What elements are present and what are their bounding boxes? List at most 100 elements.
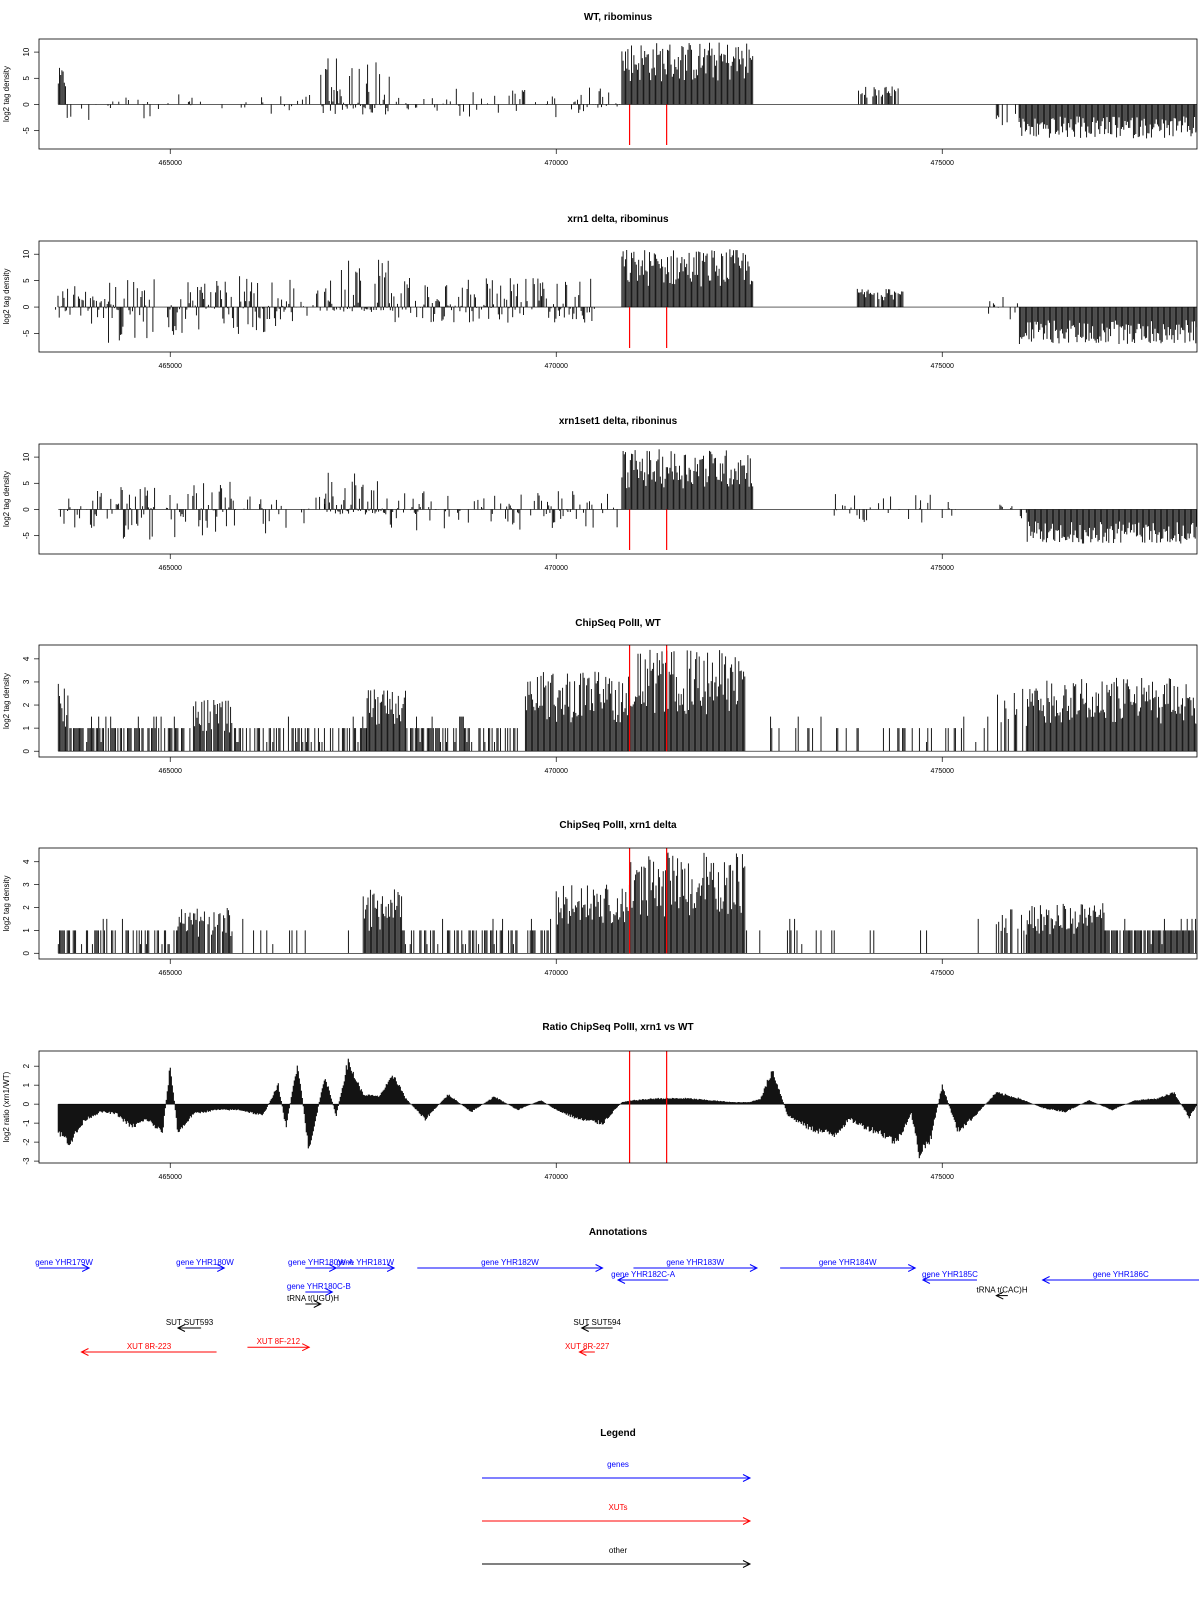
arrow-head bbox=[595, 1264, 604, 1272]
y-tick-label: 1 bbox=[22, 725, 31, 730]
x-tick-label: 475000 bbox=[931, 363, 954, 370]
y-tick-label: 5 bbox=[22, 481, 31, 486]
bar-segment-8 bbox=[629, 852, 746, 954]
annotation-gene: gene YHR186C bbox=[1041, 1270, 1199, 1284]
bar-segment-6 bbox=[389, 491, 618, 531]
annotation-gene: gene YHR184W bbox=[780, 1258, 917, 1272]
panel-6: Ratio ChipSeq PolII, xrn1 vs WT log2 rati… bbox=[2, 1022, 1198, 1181]
arrow-head bbox=[176, 1324, 186, 1332]
y-tick-label: -2 bbox=[22, 1138, 31, 1146]
annotation-other: SUT SUT594 bbox=[573, 1318, 621, 1332]
bar-segment-5 bbox=[362, 889, 403, 954]
arrow-head bbox=[616, 1276, 626, 1284]
annotation-label: SUT SUT594 bbox=[573, 1318, 621, 1327]
plot-frame bbox=[38, 443, 1198, 555]
bar-segment-5 bbox=[366, 689, 406, 752]
x-tick-label: 475000 bbox=[931, 1174, 954, 1181]
y-tick-label: 5 bbox=[22, 76, 31, 81]
y-tick-label: 0 bbox=[22, 1101, 31, 1106]
x-tick-label: 465000 bbox=[159, 160, 182, 167]
x-tick-label: 470000 bbox=[545, 1174, 568, 1181]
y-tick-label: 1 bbox=[22, 928, 31, 933]
bar-segment-4 bbox=[293, 288, 321, 316]
x-tick-label: 470000 bbox=[545, 565, 568, 572]
annotation-gene: gene YHR179W bbox=[35, 1258, 93, 1272]
arrow-head bbox=[578, 1348, 587, 1356]
bar-segment-9 bbox=[770, 716, 989, 752]
x-tick-label: 475000 bbox=[931, 160, 954, 167]
y-tick-label: 1 bbox=[22, 1082, 31, 1087]
y-tick-label: 0 bbox=[22, 748, 31, 753]
data-marks bbox=[57, 42, 1197, 139]
annotation-label: gene YHR182W bbox=[481, 1258, 539, 1267]
x-tick-label: 465000 bbox=[159, 565, 182, 572]
bar-segment-12 bbox=[1103, 918, 1197, 954]
y-tick-label: 0 bbox=[22, 304, 31, 309]
x-tick-label: 470000 bbox=[545, 768, 568, 775]
legend-item-other: other bbox=[482, 1546, 752, 1568]
bar-segment-10 bbox=[995, 909, 1027, 954]
annotation-gene: gene YHR180W bbox=[176, 1258, 234, 1272]
arrow-head bbox=[313, 1300, 322, 1308]
ratio-area bbox=[57, 1058, 1197, 1159]
bar-segment-11 bbox=[1026, 903, 1105, 954]
arrow-head bbox=[921, 1276, 931, 1284]
annotation-label: tRNA t(UGU)H bbox=[287, 1294, 339, 1303]
y-tick-label: 5 bbox=[22, 278, 31, 283]
y-axis-label: log2 tag density bbox=[2, 268, 11, 324]
plot-frame bbox=[38, 644, 1198, 758]
x-tick-label: 475000 bbox=[931, 970, 954, 977]
bar-segment-10 bbox=[1026, 509, 1197, 544]
annotation-other: SUT SUT593 bbox=[166, 1318, 214, 1332]
annotation-other: tRNA t(CAC)H bbox=[977, 1286, 1028, 1300]
bar-segment-2 bbox=[115, 487, 156, 540]
y-tick-label: 0 bbox=[22, 507, 31, 512]
annotations-panel: Annotations gene YHR179W gene YHR180W gene … bbox=[35, 1227, 1199, 1356]
bar-segment-9 bbox=[746, 918, 979, 954]
annotation-xut: XUT 8R-227 bbox=[565, 1342, 610, 1356]
bar-segment-8 bbox=[833, 494, 956, 523]
bar-segment-3 bbox=[177, 908, 233, 954]
bar-segment-1 bbox=[59, 491, 113, 528]
y-tick-label: 4 bbox=[22, 656, 31, 661]
arrow-head bbox=[325, 1288, 334, 1296]
y-axis-label: log2 tag density bbox=[2, 875, 11, 931]
bar-segment-1 bbox=[57, 930, 65, 954]
arrow-head bbox=[217, 1264, 226, 1272]
y-tick-label: 2 bbox=[22, 1063, 31, 1068]
bar-segment-9 bbox=[995, 104, 1020, 126]
y-tick-label: 10 bbox=[22, 47, 31, 56]
bar-segment-5 bbox=[324, 472, 390, 515]
plot-frame bbox=[38, 38, 1198, 150]
x-tick-label: 465000 bbox=[159, 1174, 182, 1181]
annotation-label: gene YHR180W bbox=[176, 1258, 234, 1267]
panel-1: WT, ribominus log2 tag density -5 0 5 10 46500… bbox=[2, 12, 1198, 167]
arrow-head bbox=[301, 1343, 311, 1352]
y-tick-label: -3 bbox=[22, 1157, 31, 1165]
arrow-head bbox=[742, 1474, 752, 1482]
bar-segment-9 bbox=[988, 297, 1018, 320]
annotation-gene: gene YHR180C-B bbox=[287, 1282, 351, 1296]
annotation-label: XUT 8R-227 bbox=[565, 1342, 610, 1351]
bar-segment-7 bbox=[524, 671, 630, 752]
y-axis-label: log2 ratio (xrn1/WT) bbox=[2, 1071, 11, 1142]
annotation-other: tRNA t(UGU)H bbox=[287, 1294, 339, 1308]
bar-segment-5 bbox=[324, 259, 390, 312]
bar-segment-2 bbox=[66, 97, 151, 120]
bar-segment-4 bbox=[320, 58, 390, 115]
y-axis-label: log2 tag density bbox=[2, 66, 11, 122]
x-tick-label: 465000 bbox=[159, 970, 182, 977]
y-tick-label: -5 bbox=[22, 329, 31, 337]
annotation-gene: gene YHR183W bbox=[633, 1258, 759, 1272]
plot-frame bbox=[38, 847, 1198, 960]
x-tick-label: 470000 bbox=[545, 160, 568, 167]
panel-title: xrn1set1 delta, riboninus bbox=[559, 416, 678, 427]
arrow-head bbox=[749, 1264, 759, 1272]
bar-segment-8 bbox=[856, 288, 904, 308]
bar-segment-6 bbox=[389, 278, 595, 323]
arrow-head bbox=[1041, 1276, 1050, 1284]
bar-segment-7 bbox=[621, 249, 754, 308]
bar-segment-4 bbox=[232, 496, 325, 534]
annotation-label: gene YHR180C-B bbox=[287, 1282, 351, 1291]
annotation-label: gene YHR181W bbox=[336, 1258, 394, 1267]
